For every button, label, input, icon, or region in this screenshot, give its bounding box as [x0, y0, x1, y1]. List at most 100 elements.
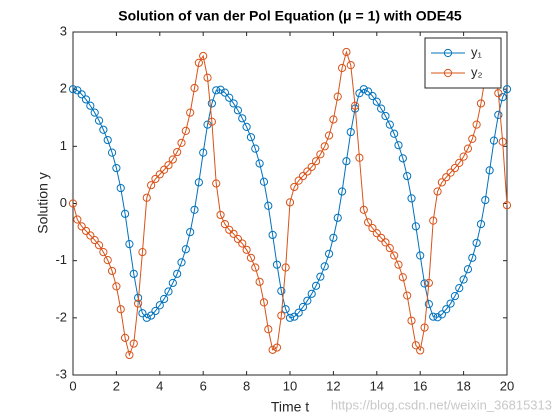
data-point	[446, 168, 455, 177]
data-point	[502, 85, 512, 94]
data-point	[450, 163, 460, 173]
data-point	[337, 187, 347, 196]
data-point	[272, 260, 282, 269]
data-point	[229, 99, 238, 108]
data-point	[307, 162, 316, 172]
data-point	[116, 183, 125, 193]
watermark: https://blog.csdn.net/weixin_36815313	[331, 397, 552, 412]
y-tick-label: -1	[55, 252, 67, 267]
data-point	[285, 198, 295, 207]
data-point	[468, 253, 477, 262]
data-point	[463, 144, 473, 153]
data-point	[320, 142, 329, 151]
x-tick-label: 8	[243, 378, 250, 393]
data-point	[86, 101, 95, 110]
data-point	[216, 210, 225, 220]
data-point	[173, 269, 182, 278]
data-point	[420, 323, 429, 332]
data-point	[311, 281, 321, 290]
data-point	[407, 316, 416, 325]
data-point	[342, 157, 351, 166]
data-point	[151, 306, 160, 316]
data-point	[99, 247, 108, 257]
data-point	[472, 238, 481, 248]
data-point	[259, 298, 269, 307]
data-point	[77, 90, 86, 99]
data-point	[502, 201, 512, 210]
data-point	[372, 97, 381, 106]
data-point	[411, 222, 420, 231]
data-point	[489, 136, 499, 145]
data-point	[264, 201, 273, 210]
x-tick-label: 18	[456, 378, 470, 393]
data-point	[168, 278, 177, 288]
data-point	[233, 106, 243, 115]
legend-label: y₂	[471, 64, 483, 79]
data-point	[81, 226, 91, 236]
data-point	[472, 120, 481, 129]
data-point	[264, 325, 273, 334]
data-point	[416, 251, 425, 260]
data-point	[220, 88, 229, 97]
data-point	[324, 249, 334, 258]
y-tick-label: 0	[60, 195, 67, 210]
data-point	[385, 120, 394, 129]
data-point	[485, 166, 494, 175]
data-point	[498, 137, 507, 146]
data-point	[103, 255, 112, 265]
data-point	[424, 278, 433, 288]
data-point	[147, 181, 156, 190]
data-point	[246, 253, 256, 262]
data-point	[398, 154, 407, 163]
data-point	[99, 125, 108, 134]
data-point	[446, 299, 455, 308]
data-point	[320, 262, 329, 271]
data-point	[268, 230, 277, 240]
data-point	[364, 87, 373, 96]
data-point	[199, 51, 208, 61]
data-point	[177, 258, 186, 267]
data-point	[437, 178, 446, 187]
data-point	[238, 239, 247, 248]
data-point	[68, 199, 78, 208]
data-point	[120, 333, 130, 342]
x-tick-label: 4	[156, 378, 163, 393]
data-point	[459, 152, 468, 161]
data-point	[303, 296, 312, 305]
series-line	[72, 50, 508, 357]
data-point	[337, 63, 347, 73]
data-point	[433, 313, 442, 322]
data-point	[294, 176, 303, 185]
y-tick-label: 1	[60, 138, 67, 153]
series-line	[72, 88, 508, 319]
data-point	[168, 155, 177, 164]
data-point	[494, 89, 503, 98]
data-point	[268, 345, 277, 354]
data-point	[481, 195, 490, 205]
data-point	[90, 108, 99, 117]
data-point	[120, 209, 130, 218]
data-point	[416, 346, 425, 355]
y-axis-label: Solution y	[35, 172, 51, 233]
data-point	[203, 73, 212, 82]
data-point	[186, 227, 195, 237]
data-point	[390, 129, 399, 138]
data-point	[324, 131, 334, 140]
data-point	[377, 104, 386, 113]
data-point	[142, 313, 151, 322]
data-point	[134, 299, 143, 308]
data-point	[368, 91, 377, 101]
data-point	[129, 339, 138, 348]
data-point	[251, 144, 260, 153]
data-point	[229, 229, 238, 238]
data-point	[138, 247, 147, 257]
x-tick-label: 12	[326, 378, 340, 393]
data-point	[311, 157, 321, 166]
chart-title: Solution of van der Pol Equation (μ = 1)…	[118, 8, 462, 24]
data-point	[90, 235, 99, 245]
data-point	[125, 239, 134, 249]
data-point	[442, 305, 451, 314]
data-point	[181, 245, 190, 254]
data-point	[476, 219, 486, 229]
data-point	[216, 85, 225, 94]
